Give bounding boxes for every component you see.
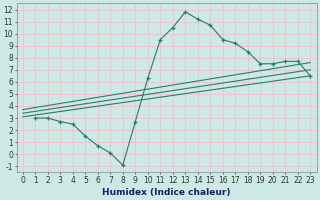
X-axis label: Humidex (Indice chaleur): Humidex (Indice chaleur) xyxy=(102,188,231,197)
